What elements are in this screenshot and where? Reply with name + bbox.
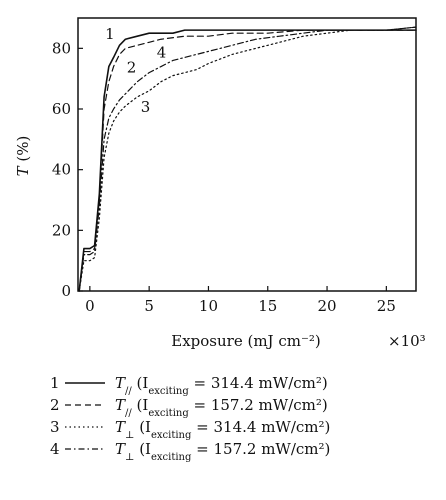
- x-tick-label-3: 15: [258, 297, 277, 315]
- curve-label-3: 3: [141, 98, 151, 116]
- legend-entry-3: 3 T⊥ (Iexciting = 314.4 mW/cm²): [50, 418, 330, 441]
- series-line-4: [78, 26, 417, 292]
- curve-label-4: 4: [157, 43, 167, 61]
- x-tick-label-4: 20: [318, 297, 337, 315]
- x-axis-ticks: 0 5 10 15 20 25: [85, 286, 396, 315]
- x-tick-label-0: 0: [85, 297, 95, 315]
- legend-entry-1: 1 T// (Iexciting = 314.4 mW/cm²): [50, 374, 328, 397]
- y-tick-label-0: 0: [61, 282, 71, 300]
- x-tick-label-1: 5: [144, 297, 154, 315]
- legend-label-3: T⊥ (Iexciting = 314.4 mW/cm²): [115, 418, 330, 441]
- curve-labels: 12 3 4: [105, 25, 166, 116]
- legend-entry-4: 4 T⊥ (Iexciting = 157.2 mW/cm²): [50, 440, 330, 463]
- x-tick-label-2: 10: [199, 297, 218, 315]
- y-tick-label-1: 20: [52, 221, 71, 239]
- curve-label-2: 2: [127, 59, 137, 77]
- series-line-3: [78, 26, 417, 292]
- legend-number-3: 3: [50, 418, 60, 436]
- x-axis-scale-label: ×10³: [388, 332, 426, 350]
- legend-label-2: T// (Iexciting = 157.2 mW/cm²): [115, 396, 328, 419]
- y-tick-label-3: 60: [52, 100, 71, 118]
- legend-label-1: T// (Iexciting = 314.4 mW/cm²): [115, 374, 328, 397]
- y-axis-ticks: 0 20 40 60 80: [52, 39, 83, 300]
- y-axis-label: T (%): [14, 136, 32, 177]
- series-line-2: [78, 29, 417, 292]
- legend-label-4: T⊥ (Iexciting = 157.2 mW/cm²): [115, 440, 330, 463]
- legend-entry-2: 2 T// (Iexciting = 157.2 mW/cm²): [50, 396, 328, 419]
- x-axis-label: Exposure (mJ cm⁻²): [171, 332, 320, 350]
- data-series: [78, 26, 417, 292]
- legend-number-2: 2: [50, 396, 60, 414]
- y-tick-label-2: 40: [52, 161, 71, 179]
- legend-number-4: 4: [50, 440, 60, 458]
- x-tick-label-5: 25: [377, 297, 396, 315]
- plot-frame: [77, 17, 417, 292]
- y-tick-label-4: 80: [52, 39, 71, 57]
- legend: 1 T// (Iexciting = 314.4 mW/cm²) 2 T// (Iex…: [50, 374, 330, 463]
- curve-label-1: 1: [105, 25, 115, 43]
- legend-number-1: 1: [50, 374, 60, 392]
